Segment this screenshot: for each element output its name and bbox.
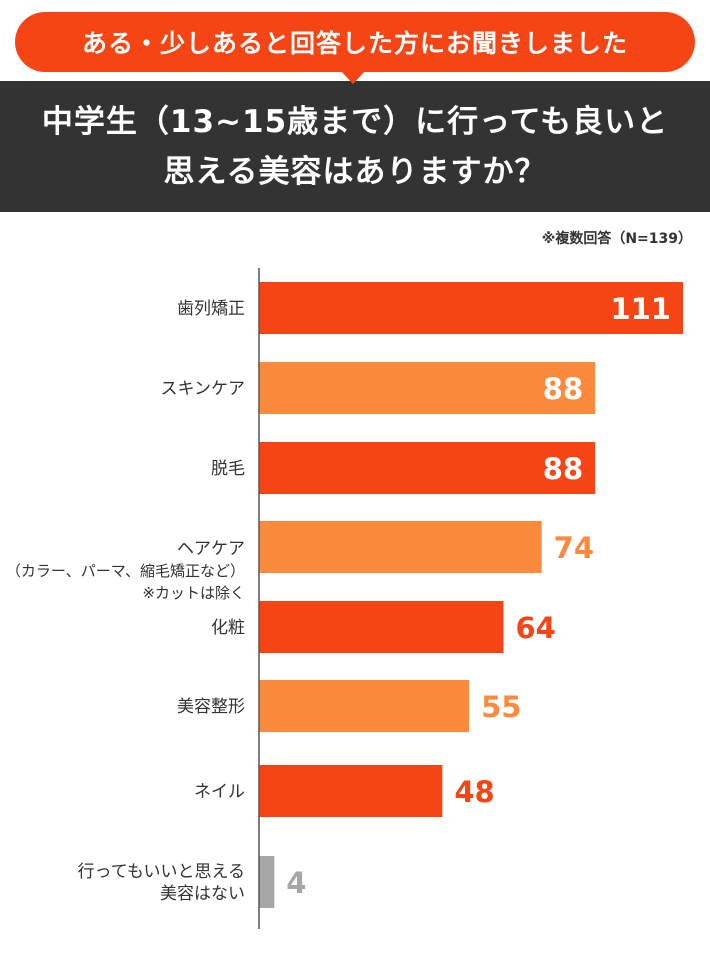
category-label: スキンケア	[161, 379, 246, 399]
value-label: 4	[286, 866, 306, 900]
banner-tail	[340, 70, 366, 84]
category-label: 行ってもいいと思える	[78, 862, 245, 882]
category-label: 歯列矯正	[177, 299, 245, 319]
value-label: 88	[543, 372, 583, 406]
bar	[259, 680, 470, 732]
value-label: 55	[481, 690, 521, 724]
question-title-line2: 思える美容はありますか？	[163, 153, 547, 190]
survey-condition-banner: ある・少しあると回答した方にお聞きしました	[15, 12, 695, 72]
category-label: ネイル	[194, 782, 245, 802]
value-label: 111	[610, 292, 671, 326]
sample-note: ※複数回答（N=139）	[541, 231, 692, 247]
question-title-line1: 中学生（13~15歳まで）に行っても良いと	[41, 103, 669, 140]
value-label: 48	[454, 775, 494, 809]
question-header: 中学生（13~15歳まで）に行っても良いと 思える美容はありますか？	[0, 81, 710, 212]
category-label: 化粧	[211, 618, 245, 638]
value-label: 64	[515, 611, 555, 645]
category-label: ヘアケア	[177, 539, 245, 559]
category-label: 美容はない	[160, 884, 245, 904]
value-label: 88	[543, 452, 583, 486]
value-label: 74	[554, 531, 594, 565]
banner-text: ある・少しあると回答した方にお聞きしました	[81, 29, 628, 58]
bar	[259, 601, 504, 653]
bar	[259, 765, 443, 817]
bar	[259, 282, 683, 334]
bar	[259, 856, 275, 908]
category-label: 脱毛	[211, 459, 245, 479]
category-label: 美容整形	[177, 697, 245, 717]
bar	[259, 442, 596, 494]
bar	[259, 362, 596, 414]
category-label: （カラー、パーマ、縮毛矯正など）	[6, 562, 245, 580]
bar	[259, 521, 542, 573]
category-label: ※カットは除く	[142, 584, 245, 602]
